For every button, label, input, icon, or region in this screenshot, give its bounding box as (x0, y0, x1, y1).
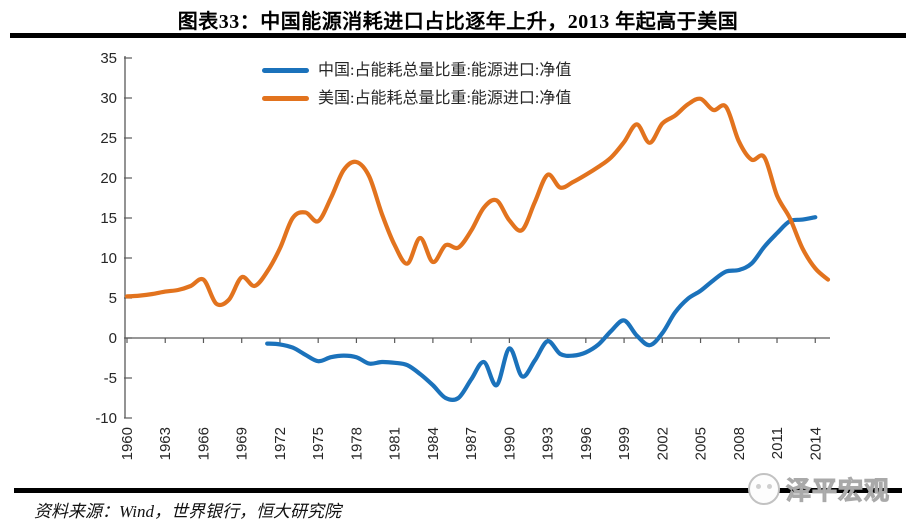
y-tick-label: 35 (100, 50, 117, 67)
x-tick-label: 2014 (807, 427, 824, 460)
watermark-text: 泽平宏观 (785, 477, 891, 506)
us-line-swatch (262, 96, 309, 101)
y-tick-label: 0 (109, 330, 117, 347)
x-tick-label: 2008 (731, 427, 748, 460)
x-tick-label: 1987 (463, 427, 480, 460)
x-tick-label: 1993 (540, 427, 557, 460)
title-rule (10, 33, 906, 38)
y-tick-label: -5 (104, 370, 117, 387)
china-series-line (265, 215, 818, 403)
x-tick-label: 1963 (157, 427, 174, 460)
y-tick-label: 15 (100, 210, 117, 227)
legend: 中国:占能耗总量比重:能源进口:净值 美国:占能耗总量比重:能源进口:净值 (262, 58, 571, 111)
x-tick-label: 2005 (693, 427, 710, 460)
x-tick-label: 2011 (769, 427, 786, 459)
legend-label-us: 美国:占能耗总量比重:能源进口:净值 (318, 89, 572, 107)
y-tick-label: 30 (100, 90, 117, 107)
watermark: 泽平宏观 (748, 471, 890, 507)
china-line-swatch (262, 68, 309, 73)
x-tick-label: 1981 (387, 427, 404, 460)
x-tick-label: 1990 (501, 427, 518, 460)
zeping-logo-icon (748, 473, 780, 505)
y-tick-label: 5 (109, 290, 117, 307)
bottom-rule (14, 488, 902, 493)
x-tick-label: 1969 (234, 427, 251, 460)
source-note: 资料来源：Wind，世界银行，恒大研究院 (34, 502, 341, 521)
x-tick-label: 1972 (272, 427, 289, 460)
x-tick-label: 1960 (119, 427, 136, 460)
x-tick-label: 1966 (195, 427, 212, 460)
x-tick-label: 1978 (348, 427, 365, 460)
chart-title: 图表33：中国能源消耗进口占比逐年上升，2013 年起高于美国 (177, 11, 739, 33)
legend-label-china: 中国:占能耗总量比重:能源进口:净值 (318, 61, 572, 79)
y-tick-label: 10 (100, 250, 117, 267)
legend-item-china: 中国:占能耗总量比重:能源进口:净值 (262, 58, 571, 83)
y-tick-label: -10 (95, 410, 117, 427)
us-series-line (124, 96, 831, 308)
x-tick-label: 2002 (654, 427, 671, 460)
x-tick-label: 1996 (578, 427, 595, 460)
x-tick-label: 1984 (425, 427, 442, 460)
legend-item-us: 美国:占能耗总量比重:能源进口:净值 (262, 86, 571, 111)
x-tick-label: 1999 (616, 427, 633, 460)
y-tick-label: 25 (100, 130, 117, 147)
y-tick-label: 20 (100, 170, 117, 187)
x-tick-label: 1975 (310, 427, 327, 460)
